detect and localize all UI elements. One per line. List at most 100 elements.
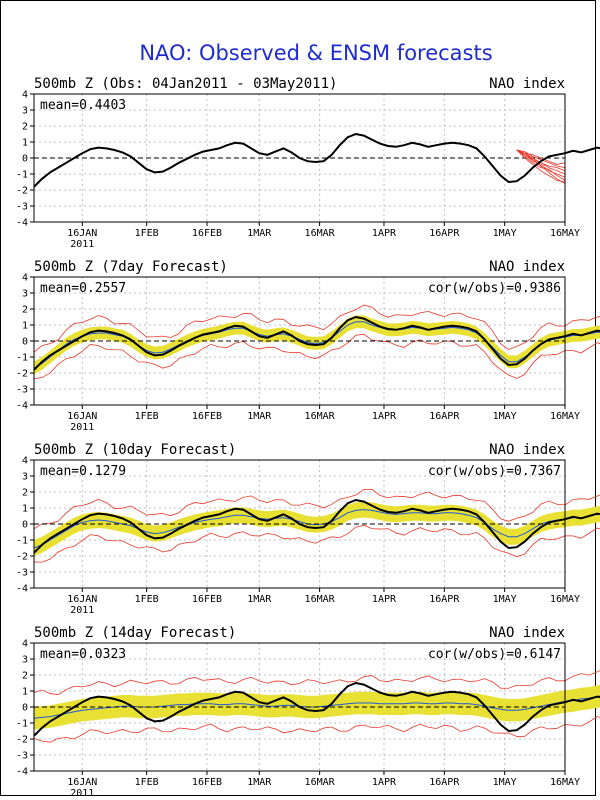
observed-line [33,132,600,188]
member-lower-line [33,716,600,743]
x-tick-sublabel: 2011 [70,788,94,799]
y-tick-label: 2 [22,671,28,682]
x-tick-label: 1APR [372,594,397,605]
y-tick-label: 0 [22,154,28,165]
forecast-member-line [516,149,566,181]
correlation-label: cor(w/obs)=0.7367 [428,464,561,479]
panel-title: 500mb Z (Obs: 04Jan2011 - 03May2011) [34,76,337,92]
x-tick-label: 16JAN [67,411,97,422]
observed-line [33,315,600,371]
panel-right-label: NAO index [489,442,565,458]
y-tick-label: 1 [22,321,28,332]
member-lower-line [33,333,600,380]
x-tick-label: 1FEB [135,594,159,605]
x-tick-label: 1MAR [247,228,272,239]
y-tick-label: 2 [22,122,28,133]
x-tick-sublabel: 2011 [70,605,94,616]
x-tick-label: 16MAY [550,594,580,605]
forecast-member-line [516,149,566,175]
observed-line [33,681,600,737]
x-tick-label: 16FEB [192,228,222,239]
y-tick-label: 4 [22,90,28,101]
x-tick-label: 16MAY [550,777,580,788]
ensemble-mean-line [33,509,600,549]
x-tick-label: 16APR [429,411,460,422]
x-tick-label: 1FEB [135,411,159,422]
panel-right-label: NAO index [489,259,565,275]
y-tick-label: -3 [16,202,28,213]
forecast-member-line [516,149,566,184]
chart-panel-4: 500mb Z (14day Forecast) NAO index 4 3 2 1 0 -1… [16,625,600,799]
chart-panel-3: 500mb Z (10day Forecast) NAO index 4 3 2 1 0 -1… [16,442,600,616]
x-tick-label: 16FEB [192,411,222,422]
y-tick-label: -4 [16,584,28,595]
y-tick-label: -1 [16,170,28,181]
y-tick-label: 0 [22,520,28,531]
panel-title: 500mb Z (10day Forecast) [34,442,236,458]
member-upper-line [33,670,600,696]
x-tick-label: 16MAY [550,228,580,239]
chart-panel-1: 500mb Z (Obs: 04Jan2011 - 03May2011) NAO … [16,76,600,250]
spread-band [34,684,600,730]
x-tick-label: 16MAR [305,594,336,605]
panel-title: 500mb Z (14day Forecast) [34,625,236,641]
y-tick-label: 4 [22,456,28,467]
x-tick-label: 1MAR [247,594,272,605]
x-tick-label: 16MAR [305,777,336,788]
x-tick-label: 1MAR [247,411,272,422]
y-tick-label: -1 [16,536,28,547]
y-tick-label: 0 [22,703,28,714]
x-tick-label: 16JAN [67,228,97,239]
x-tick-label: 1FEB [135,777,159,788]
x-tick-label: 16FEB [192,777,222,788]
y-tick-label: -3 [16,385,28,396]
member-lower-line [33,524,600,563]
panel-right-label: NAO index [489,76,565,92]
y-tick-label: 3 [22,106,28,117]
y-tick-label: -1 [16,719,28,730]
x-tick-label: 1APR [372,777,397,788]
y-tick-label: 1 [22,504,28,515]
y-tick-label: -2 [16,735,28,746]
x-tick-sublabel: 2011 [70,239,94,250]
mean-label: mean=0.4403 [40,98,126,113]
y-tick-label: 4 [22,639,28,650]
panel-right-label: NAO index [489,625,565,641]
member-upper-line [33,304,600,353]
y-tick-label: 3 [22,472,28,483]
x-tick-sublabel: 2011 [70,422,94,433]
correlation-label: cor(w/obs)=0.6147 [428,647,561,662]
x-tick-label: 16APR [429,594,460,605]
y-tick-label: 1 [22,138,28,149]
y-tick-label: 0 [22,337,28,348]
main-title: NAO: Observed & ENSM forecasts [139,41,492,65]
y-tick-label: -1 [16,353,28,364]
x-tick-label: 1APR [372,228,397,239]
y-tick-label: 4 [22,273,28,284]
mean-label: mean=0.2557 [40,281,126,296]
y-tick-label: 2 [22,305,28,316]
x-tick-label: 16MAR [305,411,336,422]
x-tick-label: 16APR [429,228,460,239]
x-tick-label: 1MAY [493,228,517,239]
mean-label: mean=0.0323 [40,647,126,662]
x-tick-label: 1FEB [135,228,159,239]
y-tick-label: -2 [16,369,28,380]
ensemble-mean-line [33,695,600,719]
x-tick-label: 16JAN [67,777,97,788]
y-tick-label: -2 [16,552,28,563]
y-tick-label: -3 [16,751,28,762]
panel-title: 500mb Z (7day Forecast) [34,259,228,275]
y-tick-label: -4 [16,767,28,778]
y-tick-label: 3 [22,655,28,666]
forecast-member-line [516,149,566,168]
y-tick-label: -4 [16,401,28,412]
x-tick-label: 16APR [429,777,460,788]
mean-label: mean=0.1279 [40,464,126,479]
y-tick-label: 2 [22,488,28,499]
observed-line [33,498,600,554]
member-upper-line [33,488,600,530]
x-tick-label: 16JAN [67,594,97,605]
